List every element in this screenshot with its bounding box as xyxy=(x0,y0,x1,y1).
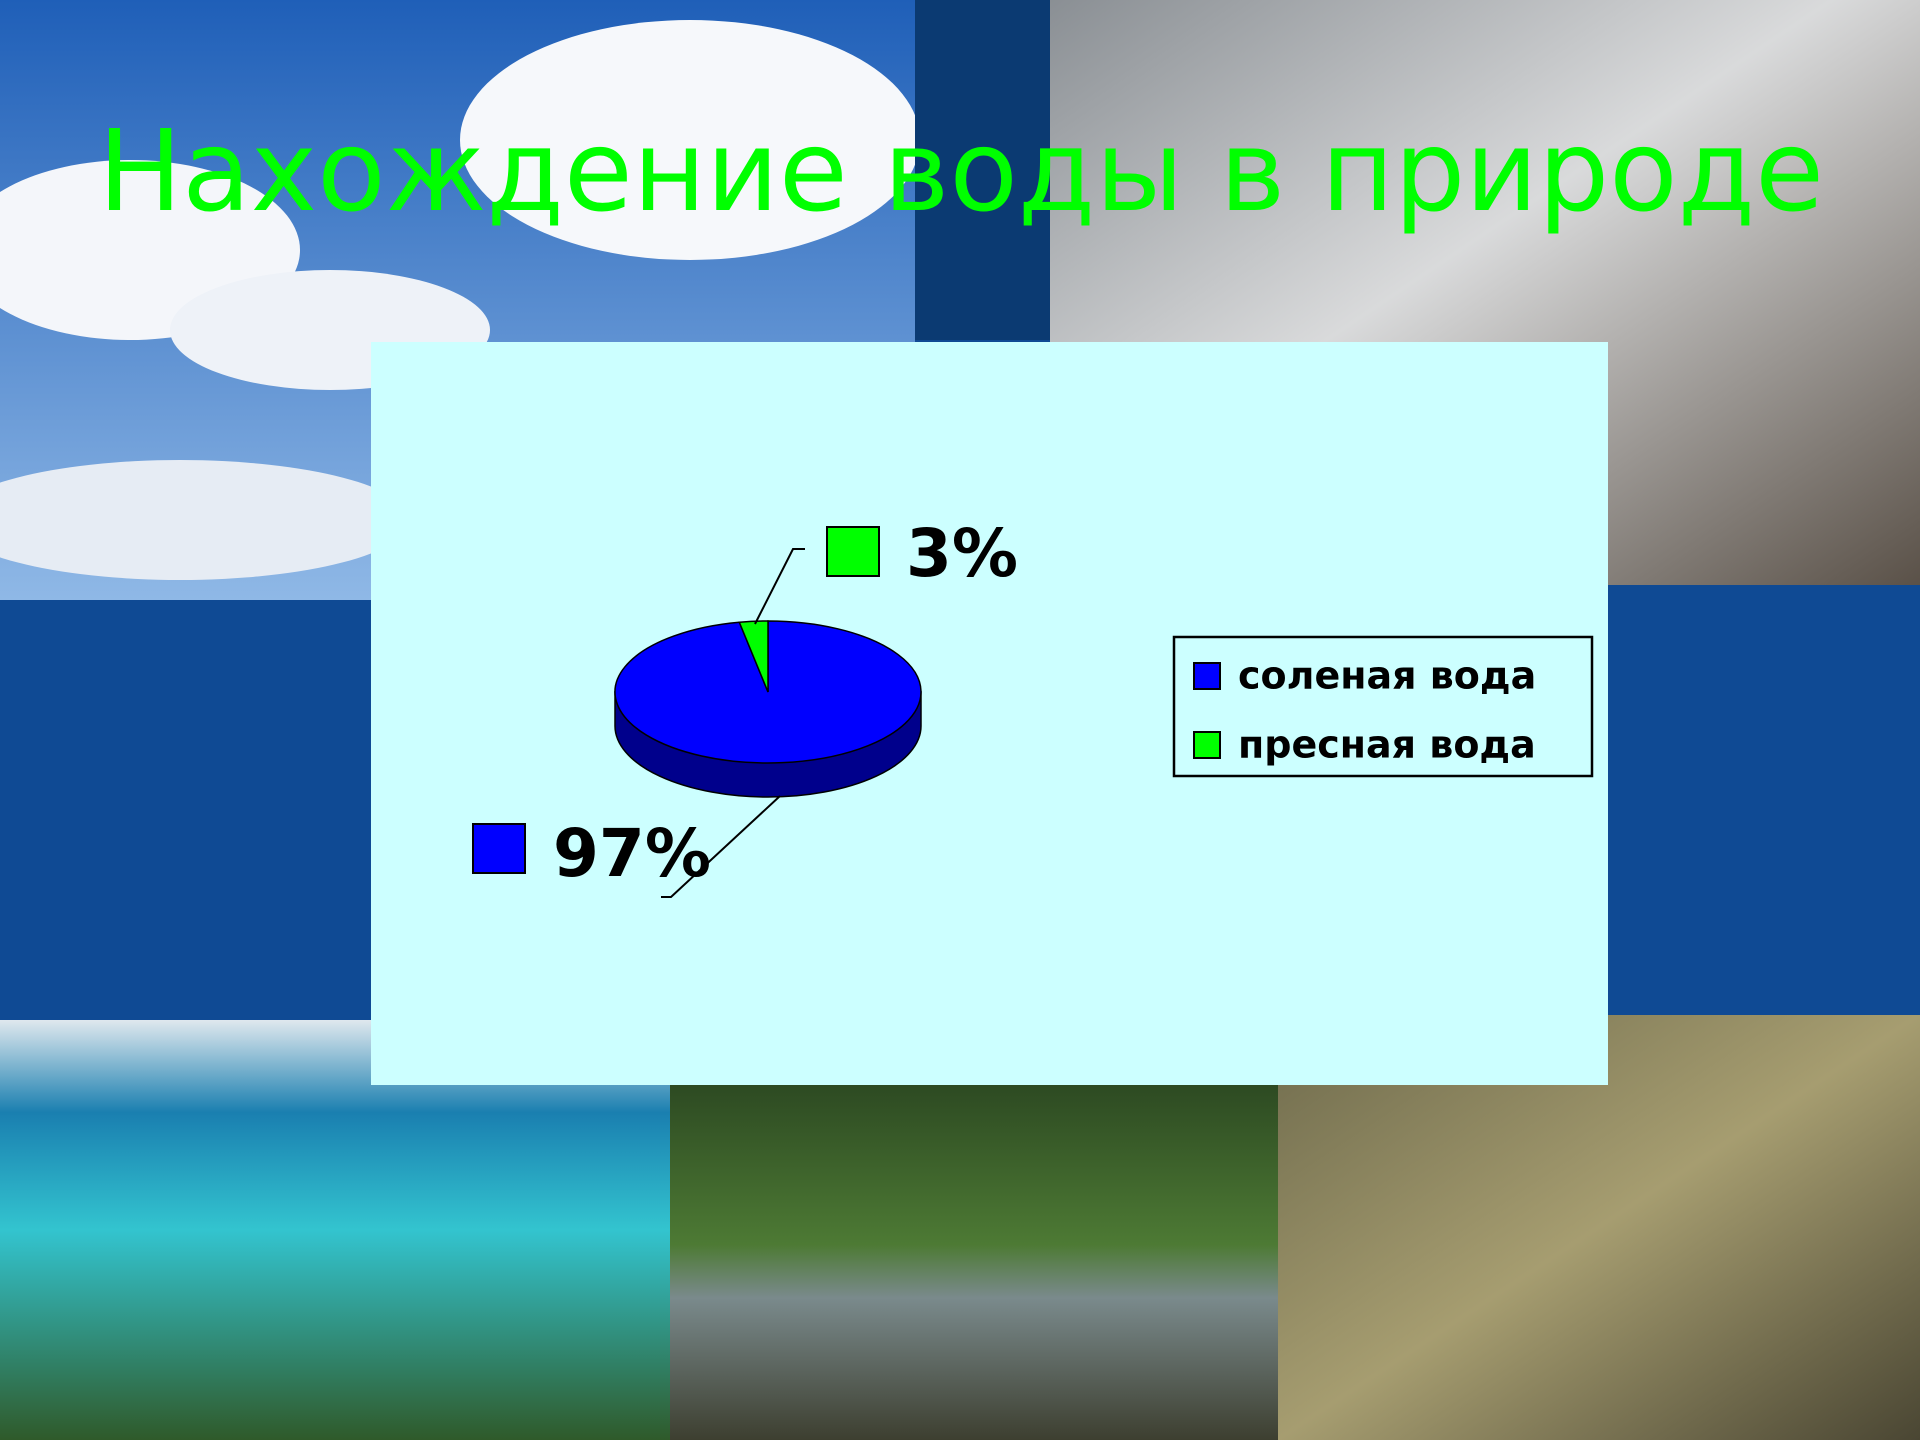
label-swatch xyxy=(472,823,526,874)
legend-label: соленая вода xyxy=(1238,654,1536,698)
label-swatch xyxy=(826,526,880,577)
leader-line xyxy=(754,548,805,625)
legend-swatch xyxy=(1193,731,1221,759)
legend-box xyxy=(1172,635,1594,778)
legend-swatch xyxy=(1193,662,1221,690)
data-label: 97% xyxy=(553,815,711,892)
data-label: 3% xyxy=(906,515,1018,592)
chart: 97% 3% соленая вода пресная вода xyxy=(472,515,1594,898)
leader-line xyxy=(661,795,781,898)
legend-label: пресная вода xyxy=(1238,723,1536,767)
chart-area xyxy=(371,342,1608,1085)
slide-title: Нахождение воды в природе xyxy=(98,107,1824,237)
pie-slice xyxy=(738,620,769,693)
